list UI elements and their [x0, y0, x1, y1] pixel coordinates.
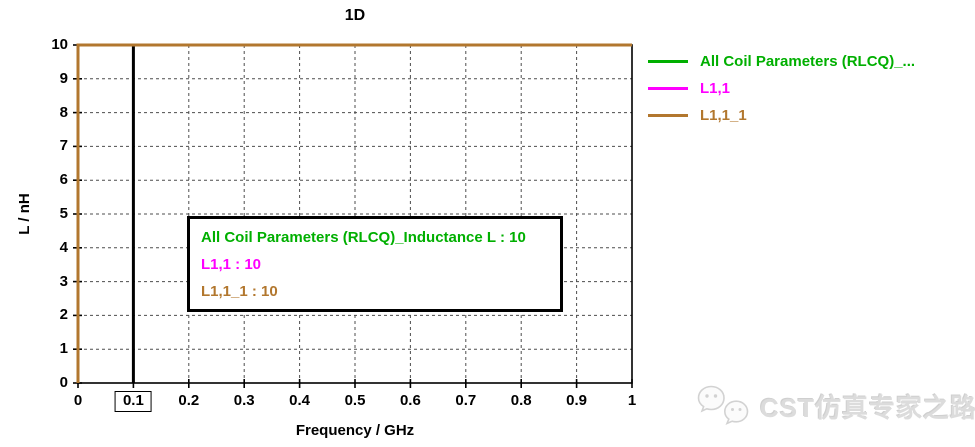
- y-tick-label: 2: [59, 306, 68, 324]
- legend-line-swatch: [648, 60, 688, 63]
- curve-3: [76, 43, 632, 383]
- legend-label: L1,1: [700, 80, 731, 97]
- y-tick-label: 4: [59, 238, 68, 256]
- legend-line-swatch: [648, 114, 688, 117]
- y-tick-label: 10: [51, 36, 68, 53]
- y-tick-label: 8: [59, 103, 68, 121]
- y-tick-label: 3: [59, 272, 68, 290]
- y-tick-label: 0: [59, 374, 68, 391]
- x-tick-label: 0.6: [399, 392, 421, 409]
- plot-title: 1D: [344, 7, 366, 24]
- x-tick-label: 0.2: [178, 392, 200, 409]
- legend: All Coil Parameters (RLCQ)_... L1,1 L1,1_1: [648, 53, 915, 134]
- legend-label: All Coil Parameters (RLCQ)_...: [700, 53, 916, 70]
- legend-item[interactable]: All Coil Parameters (RLCQ)_...: [648, 53, 915, 70]
- x-axis-tick-labels: 0 0.1 0.2 0.3 0.4 0.5 0.6 0.7 0.8 0.9 1: [0, 391, 975, 422]
- legend-item[interactable]: L1,1: [648, 80, 915, 97]
- y-tick-label: 5: [59, 205, 68, 222]
- watermark: CST仿真专家之路: [694, 384, 975, 428]
- y-tick-label: 7: [59, 137, 68, 155]
- marker-info-line: L1,1 : 10: [201, 256, 262, 273]
- marker-value-label[interactable]: 0.1: [114, 391, 152, 412]
- marker-info-line: All Coil Parameters (RLCQ)_Inductance L …: [201, 229, 526, 246]
- wechat-icon: [697, 385, 749, 426]
- x-axis-label: Frequency / GHz: [295, 422, 415, 439]
- marker-info-box[interactable]: All Coil Parameters (RLCQ)_Inductance L …: [187, 216, 563, 312]
- legend-line-swatch: [648, 87, 688, 90]
- watermark-text: CST仿真专家之路: [760, 392, 975, 423]
- x-tick-label: 0.9: [566, 392, 588, 409]
- y-tick-label: 6: [59, 171, 68, 189]
- x-tick-label: 0.3: [233, 392, 255, 409]
- marker-info-line: L1,1_1 : 10: [201, 283, 278, 300]
- x-tick-label: 0.4: [289, 392, 311, 409]
- legend-label: L1,1_1: [700, 107, 747, 124]
- y-axis-tick-labels: 0 1 2 3 4 5 6 7 8 9 10: [0, 0, 80, 447]
- x-tick-label: 0: [73, 392, 83, 409]
- y-tick-label: 1: [59, 340, 68, 358]
- x-tick-label: 0.5: [344, 392, 366, 409]
- legend-item[interactable]: L1,1_1: [648, 107, 915, 124]
- y-tick-label: 9: [59, 69, 68, 87]
- x-tick-label: 1: [627, 392, 637, 409]
- x-tick-label: 0.7: [455, 392, 477, 409]
- x-tick-label: 0.8: [510, 392, 532, 409]
- gridlines: [78, 45, 632, 383]
